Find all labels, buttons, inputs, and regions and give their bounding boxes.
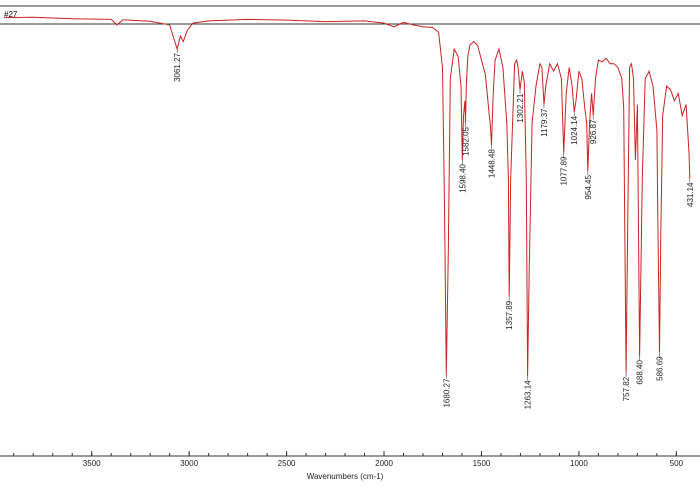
x-tick-label: 1000: [570, 459, 588, 468]
peak-label: 431.14: [686, 182, 695, 207]
peak-labels: 3061.27 1680.27 1598.40 1582.05 1448.48 1357.…: [173, 52, 695, 409]
x-tick-label: 500: [670, 459, 684, 468]
peak-leaders: [176, 49, 691, 381]
peak-label: 1598.40: [458, 163, 467, 192]
x-tick-label: 2500: [278, 459, 296, 468]
peak-label: 1302.21: [516, 93, 525, 122]
peak-label: 688.40: [636, 360, 645, 385]
peak-label: 1448.48: [488, 149, 497, 178]
peak-label: 1582.05: [462, 126, 471, 155]
x-axis: 3500 3000 2500 2000 1500 1000 500: [0, 451, 700, 468]
peak-label: 1024.14: [570, 115, 579, 144]
peak-label: 1179.37: [540, 108, 549, 137]
peak-label: 1357.89: [505, 300, 514, 329]
x-tick-label: 3500: [83, 459, 101, 468]
sample-label: #27: [4, 10, 18, 19]
peak-label: 3061.27: [173, 52, 182, 81]
peak-label: 926.87: [589, 119, 598, 144]
spectrum-line: [3, 16, 691, 377]
x-tick-label: 1500: [473, 459, 491, 468]
peak-label: 954.45: [584, 175, 593, 200]
peak-label: 1680.27: [442, 378, 451, 407]
x-tick-label: 3000: [180, 459, 198, 468]
peak-label: 1077.89: [560, 156, 569, 185]
x-axis-title: Wavenumbers (cm-1): [307, 472, 384, 481]
peak-label: 586.69: [656, 356, 665, 381]
x-tick-label: 2000: [375, 459, 393, 468]
peak-label: 1263.14: [524, 380, 533, 409]
peak-label: 757.82: [622, 376, 631, 401]
